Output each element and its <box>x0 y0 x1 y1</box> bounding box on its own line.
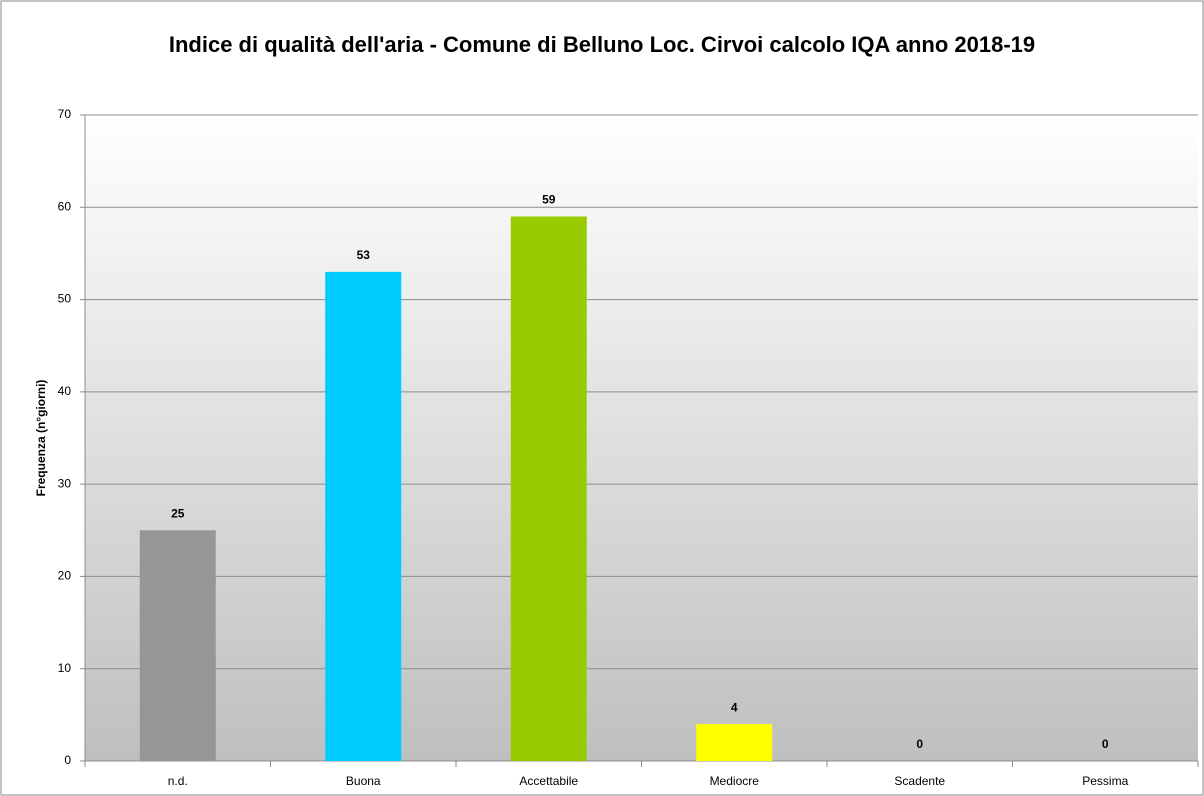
bar <box>139 530 216 761</box>
x-tick-label: Pessima <box>1082 774 1128 788</box>
x-tick-label: Accettabile <box>519 774 578 788</box>
y-tick-label: 40 <box>58 384 72 398</box>
data-label: 25 <box>171 506 185 520</box>
y-tick-label: 10 <box>58 661 72 675</box>
x-tick-label: Buona <box>346 774 381 788</box>
data-label: 0 <box>916 737 923 751</box>
x-tick-label: Mediocre <box>710 774 760 788</box>
y-tick-label: 30 <box>58 476 72 490</box>
data-label: 0 <box>1102 737 1109 751</box>
chart-title: Indice di qualità dell'aria - Comune di … <box>168 32 1036 57</box>
x-tick-label: n.d. <box>168 774 188 788</box>
data-label: 59 <box>542 193 556 207</box>
bar <box>510 216 587 761</box>
y-tick-label: 50 <box>58 292 72 306</box>
y-tick-label: 60 <box>58 199 72 213</box>
y-tick-label: 70 <box>58 107 72 121</box>
bar <box>696 724 773 761</box>
y-tick-label: 20 <box>58 569 72 583</box>
y-axis-label: Frequenza (n°giorni) <box>34 380 48 497</box>
data-label: 53 <box>357 248 371 262</box>
x-tick-label: Scadente <box>894 774 945 788</box>
data-label: 4 <box>731 700 738 714</box>
plot-area <box>85 115 1198 761</box>
bar <box>325 271 402 761</box>
y-tick-label: 0 <box>64 753 71 767</box>
